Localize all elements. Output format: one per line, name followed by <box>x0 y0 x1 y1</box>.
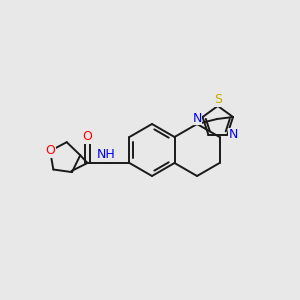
Text: O: O <box>45 145 55 158</box>
Text: N: N <box>229 128 238 141</box>
Text: O: O <box>82 130 92 143</box>
Text: N: N <box>192 112 202 124</box>
Text: NH: NH <box>97 148 116 161</box>
Text: S: S <box>214 93 222 106</box>
